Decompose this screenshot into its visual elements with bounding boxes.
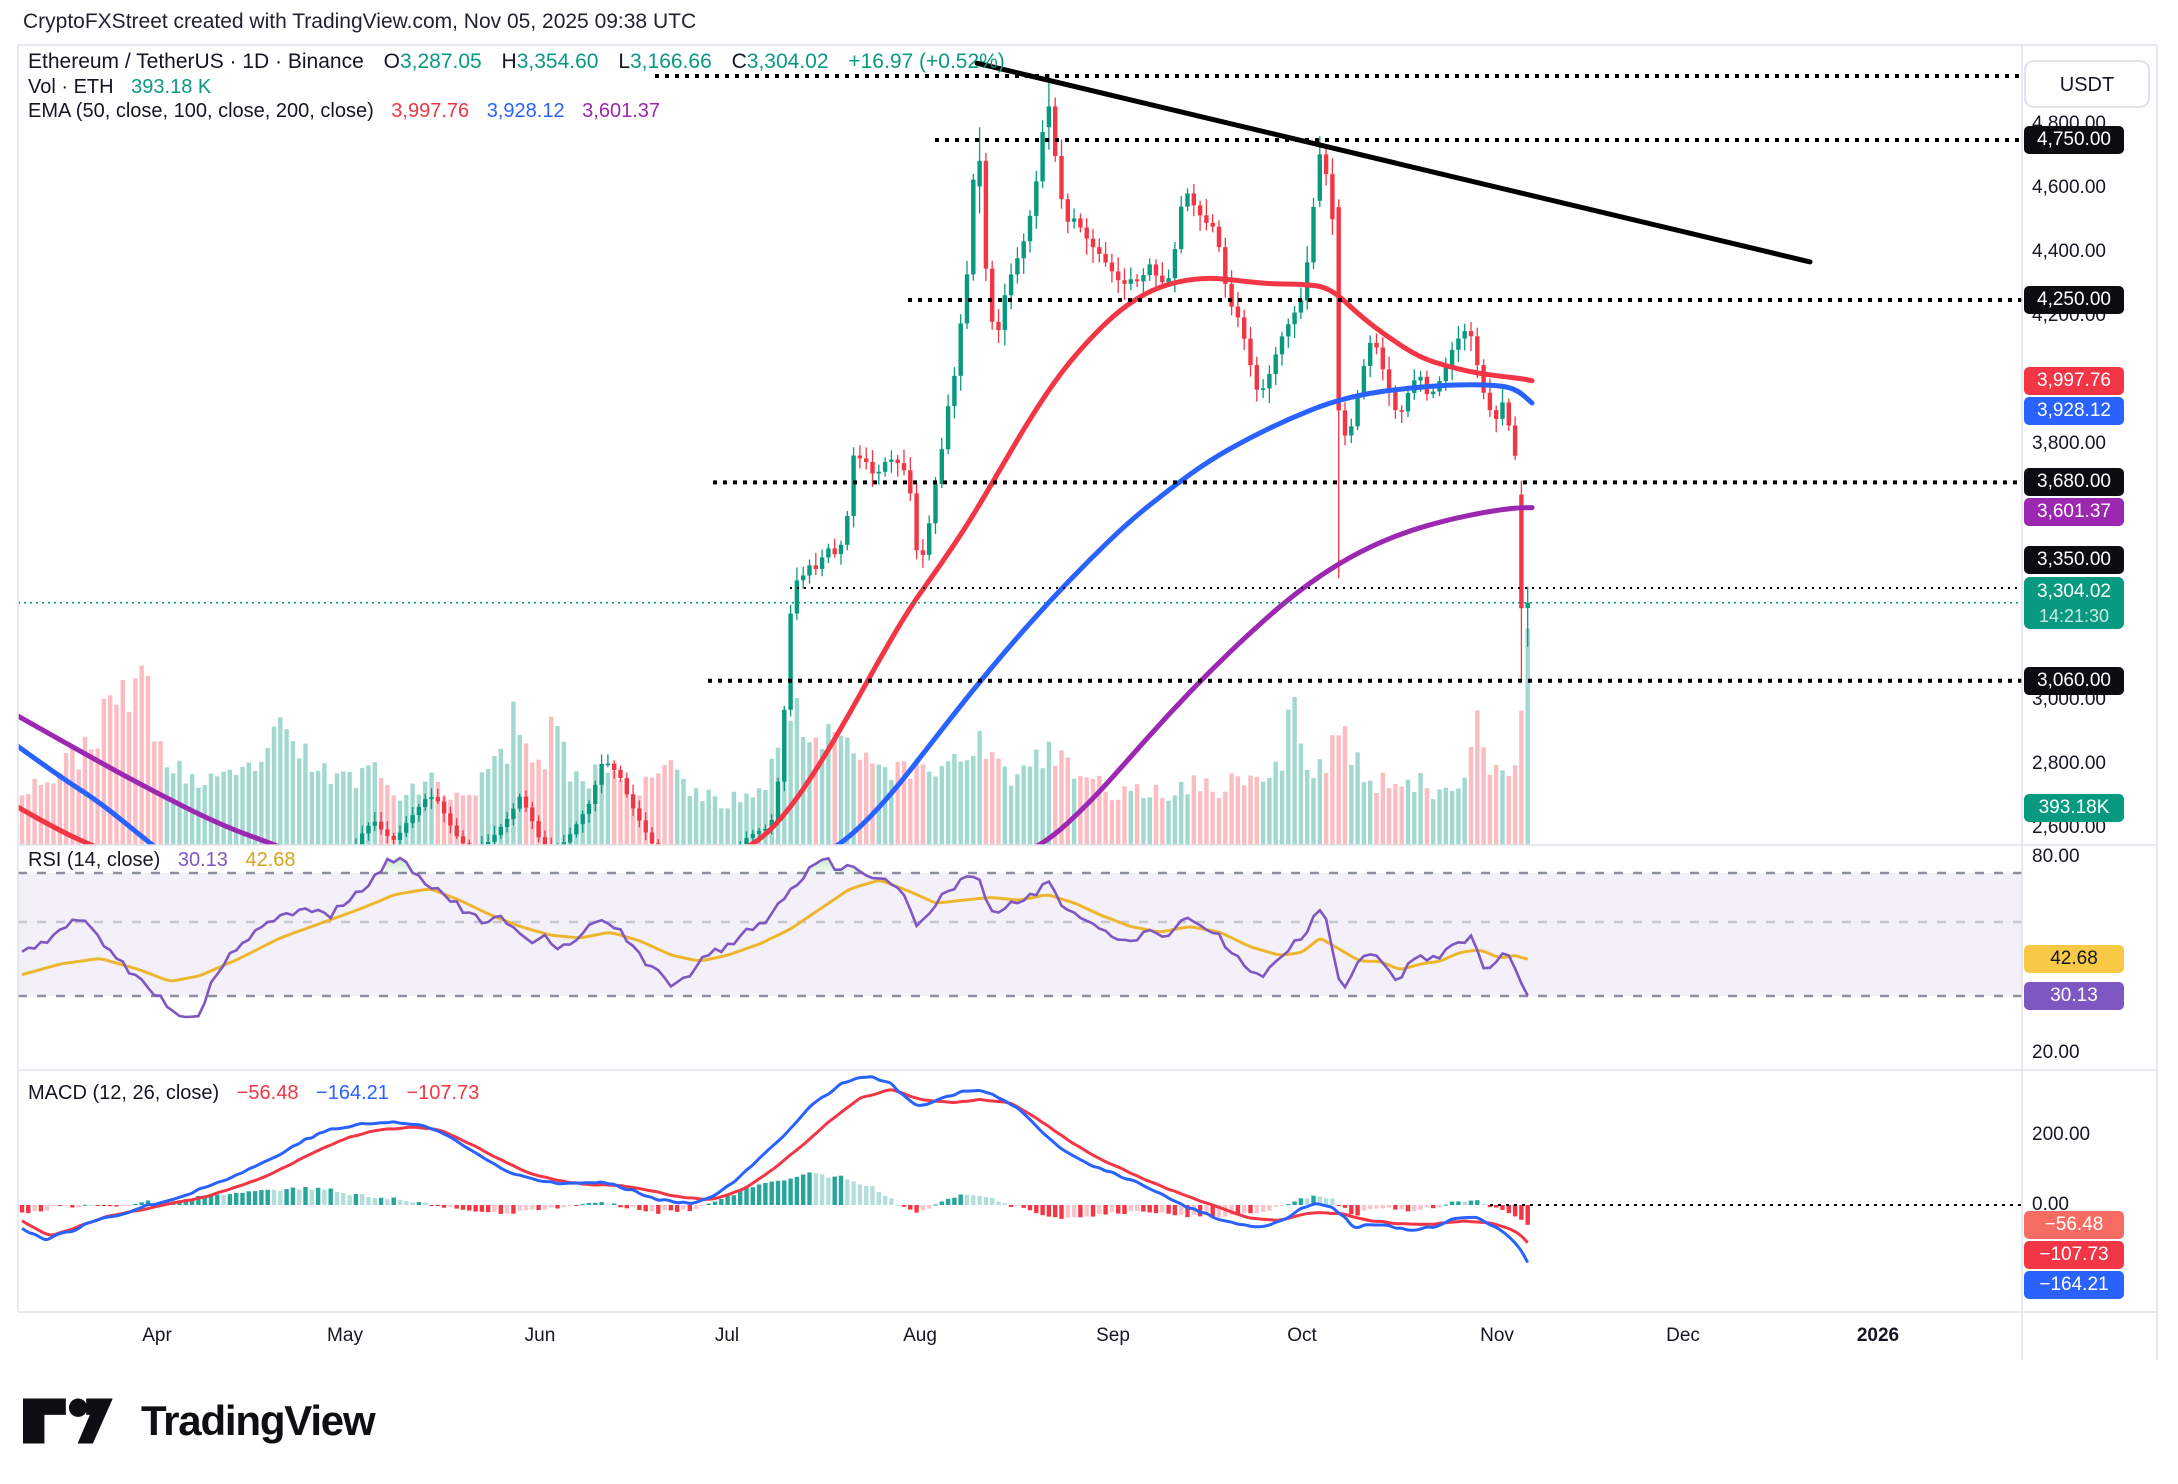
axis-tick-label: 80.00 xyxy=(2032,846,2080,867)
high-value: 3,354.60 xyxy=(516,50,599,73)
time-axis-label: Dec xyxy=(1666,1325,1700,1346)
axis-value-pill: −56.48 xyxy=(2024,1210,2124,1239)
high-label: H xyxy=(501,50,517,73)
ema-legend: EMA (50, close, 100, close, 200, close) … xyxy=(28,100,660,123)
symbol-title: Ethereum / TetherUS · 1D · Binance xyxy=(28,50,364,73)
axis-value-pill: 42.68 xyxy=(2024,945,2124,974)
axis-tick-label: 200.00 xyxy=(2032,1124,2091,1145)
axis-tick-label: 2,800.00 xyxy=(2032,753,2106,774)
rsi-value: 30.13 xyxy=(177,849,228,871)
axis-value-pill: 4,250.00 xyxy=(2024,286,2124,314)
current-price-pill: 3,304.02 14:21:30 xyxy=(2024,576,2124,629)
volume-label: Vol · ETH xyxy=(28,76,114,98)
time-axis-label: May xyxy=(327,1325,363,1346)
currency-toggle-button[interactable]: USDT xyxy=(2024,60,2150,108)
time-axis-label: 2026 xyxy=(1856,1325,1900,1346)
time-axis-label: Sep xyxy=(1096,1325,1130,1346)
change-value: +16.97 (+0.52%) xyxy=(848,50,1005,73)
macd-hist-value: −56.48 xyxy=(236,1082,299,1104)
open-label: O xyxy=(383,50,400,73)
ema-label: EMA (50, close, 100, close, 200, close) xyxy=(28,100,374,122)
ema200-value: 3,601.37 xyxy=(582,100,660,122)
axis-value-pill: 3,928.12 xyxy=(2024,396,2124,425)
axis-tick-label: 20.00 xyxy=(2032,1042,2080,1063)
ema100-value: 3,928.12 xyxy=(486,100,565,122)
axis-tick-label: 4,600.00 xyxy=(2032,177,2106,198)
rsi-label: RSI (14, close) xyxy=(28,849,161,871)
axis-value-pill: 3,060.00 xyxy=(2024,666,2124,695)
axis-tick-label: 0.00 xyxy=(2032,1194,2069,1215)
macd-line-value: −164.21 xyxy=(316,1082,389,1104)
time-axis-label: Apr xyxy=(142,1325,172,1346)
tradingview-logo-icon xyxy=(23,1398,113,1444)
axis-tick-label: 3,800.00 xyxy=(2032,433,2106,454)
axis-value-pill: 393.18K xyxy=(2024,794,2124,823)
chart-canvas[interactable] xyxy=(0,0,2178,1368)
axis-value-pill: 3,601.37 xyxy=(2024,498,2124,527)
open-value: 3,287.05 xyxy=(399,50,482,73)
axis-value-pill: −107.73 xyxy=(2024,1240,2124,1269)
rsi-ma-value: 42.68 xyxy=(245,849,296,871)
volume-legend: Vol · ETH 393.18 K xyxy=(28,76,211,99)
axis-value-pill: 3,350.00 xyxy=(2024,545,2124,574)
axis-value-pill: 3,680.00 xyxy=(2024,468,2124,497)
axis-value-pill: 3,997.76 xyxy=(2024,366,2124,395)
low-value: 3,166.66 xyxy=(630,50,712,73)
macd-legend: MACD (12, 26, close) −56.48 −164.21 −107… xyxy=(28,1082,479,1105)
time-axis-label: Aug xyxy=(903,1325,937,1346)
symbol-legend: Ethereum / TetherUS · 1D · Binance O3,28… xyxy=(28,50,1005,74)
tradingview-logo-text: TradingView xyxy=(141,1397,376,1444)
macd-label: MACD (12, 26, close) xyxy=(28,1082,220,1104)
volume-value: 393.18 K xyxy=(131,76,212,98)
axis-value-pill: 30.13 xyxy=(2024,981,2124,1010)
low-label: L xyxy=(618,50,630,73)
axis-value-pill: −164.21 xyxy=(2024,1270,2124,1299)
axis-tick-label: 4,400.00 xyxy=(2032,241,2106,262)
time-axis-label: Jun xyxy=(524,1325,556,1346)
macd-signal-value: −107.73 xyxy=(406,1082,480,1104)
time-axis-label: Jul xyxy=(714,1325,740,1346)
close-label: C xyxy=(731,50,747,73)
axis-tick-label: 2,600.00 xyxy=(2032,817,2106,838)
time-axis-label: Oct xyxy=(1287,1325,1317,1346)
close-value: 3,304.02 xyxy=(746,50,829,73)
credit-line: CryptoFXStreet created with TradingView.… xyxy=(23,10,697,33)
axis-value-pill: 4,750.00 xyxy=(2024,126,2124,154)
time-axis-label: Nov xyxy=(1480,1325,1514,1346)
rsi-legend: RSI (14, close) 30.13 42.68 xyxy=(28,849,296,872)
ema50-value: 3,997.76 xyxy=(391,100,470,122)
tradingview-logo[interactable]: TradingView xyxy=(23,1396,376,1446)
